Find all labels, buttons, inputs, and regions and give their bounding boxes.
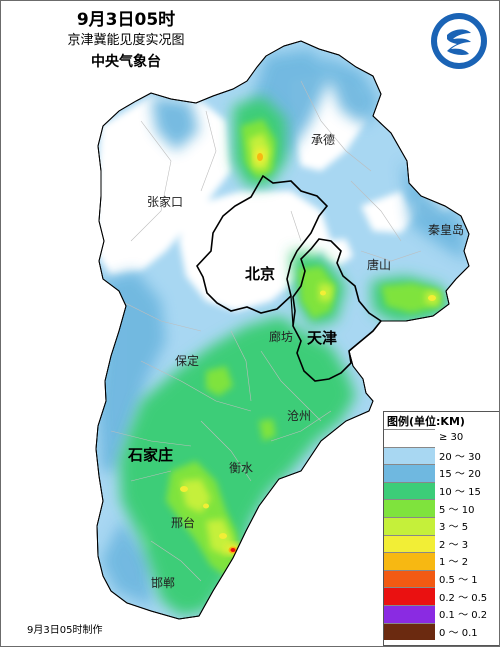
- legend-item: 0 ～ 0.1: [384, 622, 499, 641]
- legend-swatch: [384, 552, 435, 570]
- city-label-tangshan: 唐山: [367, 258, 392, 272]
- legend-item: 20 ～ 30: [384, 446, 499, 465]
- city-label-langfang: 廊坊: [269, 330, 294, 344]
- legend: 图例(单位:KM) ≥ 30 20 ～ 30 15 ～ 20 10 ～ 15 5 ～ 1…: [383, 411, 499, 646]
- city-label-shijiazhuang: 石家庄: [128, 446, 174, 464]
- legend-item: 10 ～ 15: [384, 481, 499, 500]
- legend-item: 3 ～ 5: [384, 516, 499, 535]
- legend-swatch: [384, 481, 435, 500]
- legend-item: 2 ～ 3: [384, 534, 499, 553]
- legend-item: 1 ～ 2: [384, 552, 499, 570]
- city-label-zhangjiakou: 张家口: [147, 195, 184, 209]
- legend-swatch: [384, 464, 435, 482]
- legend-label: 20 ～ 30: [439, 451, 481, 463]
- legend-item: 0.5 ～ 1: [384, 569, 499, 588]
- county-lines: [110, 80, 422, 582]
- city-label-beijing: 北京: [245, 265, 276, 283]
- legend-swatch: [384, 569, 435, 588]
- legend-swatch: [384, 446, 435, 465]
- tianjin-boundary: [292, 238, 383, 382]
- city-label-handan: 邯郸: [151, 576, 176, 590]
- legend-label: 0.2 ～ 0.5: [439, 592, 488, 604]
- city-label-baoding: 保定: [175, 354, 200, 368]
- footer-timestamp: 9月3日05时制作: [27, 625, 103, 636]
- legend-item: 0.2 ～ 0.5: [384, 587, 499, 605]
- legend-swatch: [384, 604, 435, 623]
- legend-swatch: [384, 516, 435, 535]
- beijing-boundary: [196, 174, 329, 314]
- map-subtitle: 京津冀能见度实况图: [67, 33, 185, 48]
- legend-label: 15 ～ 20: [439, 469, 481, 481]
- legend-title: 图例(单位:KM): [387, 415, 465, 428]
- hebei-outline: [95, 40, 470, 620]
- legend-item: 0.1 ～ 0.2: [384, 604, 499, 623]
- legend-label: 3 ～ 5: [439, 522, 469, 534]
- legend-label: 5 ～ 10: [439, 504, 475, 516]
- legend-label: 0.1 ～ 0.2: [439, 610, 488, 622]
- city-label-hengshui: 衡水: [229, 461, 254, 475]
- legend-item: 5 ～ 10: [384, 499, 499, 517]
- legend-item: ≥ 30: [384, 429, 499, 447]
- city-label-qinhuangdao: 秦皇岛: [428, 223, 465, 237]
- cma-logo-icon: [431, 13, 487, 69]
- legend-label: 0.5 ～ 1: [439, 575, 478, 587]
- city-label-cangzhou: 沧州: [287, 409, 312, 423]
- legend-swatch: [384, 499, 435, 517]
- city-label-tianjin: 天津: [307, 329, 338, 347]
- legend-label: 0 ～ 0.1: [439, 627, 478, 639]
- city-label-chengde: 承德: [311, 133, 336, 147]
- map-title-time: 9月3日05时: [76, 10, 176, 30]
- legend-swatch: [384, 534, 435, 553]
- legend-label: 1 ～ 2: [439, 557, 469, 569]
- city-label-xingtai: 邢台: [171, 516, 196, 530]
- legend-swatch: [384, 587, 435, 605]
- legend-label: 10 ～ 15: [439, 487, 481, 499]
- legend-swatch: [384, 429, 435, 447]
- agency-name: 中央气象台: [91, 54, 161, 70]
- title-block: 9月3日05时 京津冀能见度实况图 中央气象台: [51, 9, 201, 73]
- legend-swatch: [384, 622, 435, 641]
- legend-label: 2 ～ 3: [439, 539, 469, 551]
- legend-rows: ≥ 30 20 ～ 30 15 ～ 20 10 ～ 15 5 ～ 10 3 ～ 5 2 ～ …: [384, 429, 499, 641]
- legend-label: ≥ 30: [439, 432, 464, 444]
- legend-item: 15 ～ 20: [384, 464, 499, 482]
